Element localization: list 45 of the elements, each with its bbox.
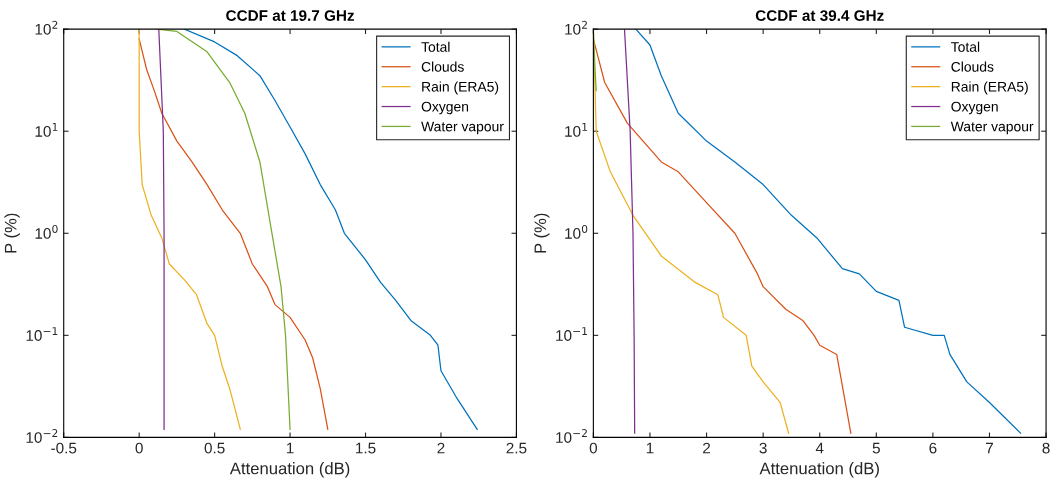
chart-title: CCDF at 19.7 GHz — [226, 10, 355, 21]
y-tick-label: 10$^{−2}$ — [26, 429, 58, 443]
y-tick-label: 10$^{1}$ — [565, 123, 588, 137]
y-tick-label: 10$^{2}$ — [565, 20, 587, 35]
y-axis-title: P (%) — [4, 213, 20, 253]
legend-label: Total — [421, 41, 450, 52]
x-tick-label: 2.5 — [506, 442, 527, 454]
legend-label: Rain (ERA5) — [951, 81, 1028, 95]
legend-label: Rain (ERA5) — [422, 81, 499, 95]
y-tick-label: 10$^{1}$ — [35, 123, 58, 137]
x-tick-label: 1 — [286, 442, 294, 454]
x-tick-label: 1 — [646, 442, 654, 454]
legend-label: Water vapour — [421, 121, 504, 135]
line-series — [623, 29, 636, 434]
x-axis-title: Attenuation (dB) — [229, 462, 350, 478]
y-tick-label: 10$^{−2}$ — [556, 429, 587, 443]
x-tick-label: 0 — [135, 442, 143, 454]
x-tick-label: -0.5 — [51, 442, 77, 454]
x-tick-label: 3 — [759, 442, 767, 454]
x-axis-title: Attenuation (dB) — [759, 462, 879, 478]
x-tick-label: 6 — [929, 442, 937, 454]
x-tick-label: 2 — [437, 442, 445, 454]
x-tick-label: 1.5 — [356, 442, 376, 454]
legend-label: Oxygen — [421, 101, 469, 115]
y-tick-label: 10$^{−1}$ — [26, 327, 58, 341]
y-tick-label: 10$^{2}$ — [35, 20, 58, 35]
chart-title: CCDF at 39.4 GHz — [755, 10, 884, 21]
y-axis-title: P (%) — [533, 213, 550, 253]
legend-label: Water vapour — [950, 121, 1034, 135]
legend-label: Clouds — [951, 61, 994, 72]
legend-label: Oxygen — [951, 101, 998, 115]
x-tick-label: 8 — [1042, 442, 1050, 454]
x-tick-label: 7 — [986, 442, 993, 454]
x-tick-label: 5 — [872, 442, 880, 454]
y-tick-label: 10$^{0}$ — [35, 224, 58, 239]
x-tick-label: 4 — [815, 442, 824, 454]
line-series — [158, 29, 165, 430]
legend-label: Clouds — [421, 61, 464, 72]
y-tick-label: 10$^{0}$ — [565, 224, 588, 239]
x-tick-label: 2 — [703, 442, 711, 454]
legend-label: Total — [951, 41, 980, 52]
line-series — [138, 29, 241, 430]
x-tick-label: 0 — [589, 442, 598, 454]
x-tick-label: 0.5 — [204, 442, 225, 454]
y-tick-label: 10$^{−1}$ — [556, 327, 587, 341]
